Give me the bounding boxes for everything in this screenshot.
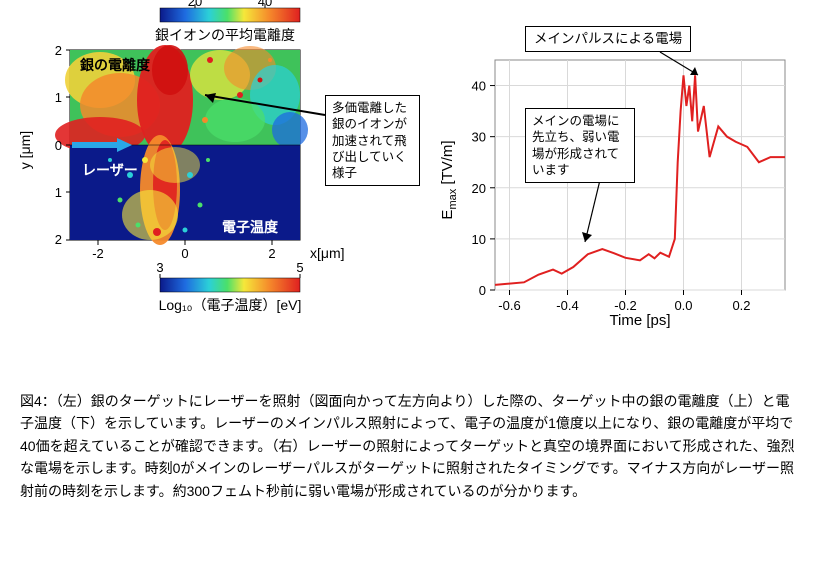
right-annotation-box: メインの電場に先立ち、弱い電場が形成されています — [525, 108, 635, 183]
svg-text:2: 2 — [55, 232, 62, 247]
svg-text:-0.2: -0.2 — [614, 298, 636, 313]
temperature-label: 電子温度 — [222, 219, 279, 235]
x-axis-label: Time [ps] — [609, 312, 670, 329]
figure-area: 20 40 銀イオンの平均電離度 — [0, 0, 821, 380]
left-heatmap-svg: 20 40 銀イオンの平均電離度 — [10, 0, 410, 380]
bottom-cbar-tick: 3 — [156, 260, 163, 275]
x-ticks: -2 0 2 — [92, 240, 275, 261]
left-annotation-box: 多価電離した銀のイオンが加速されて飛び出していく様子 — [325, 95, 420, 186]
svg-text:0.2: 0.2 — [732, 298, 750, 313]
svg-text:1: 1 — [55, 185, 62, 200]
svg-text:2: 2 — [55, 43, 62, 58]
svg-text:0: 0 — [181, 246, 188, 261]
laser-label: レーザー — [82, 162, 138, 178]
right-title-box: メインパルスによる電場 — [525, 26, 691, 52]
svg-text:-0.4: -0.4 — [556, 298, 578, 313]
svg-text:-2: -2 — [92, 246, 104, 261]
svg-text:0.0: 0.0 — [674, 298, 692, 313]
svg-text:0: 0 — [55, 138, 62, 153]
upper-heatmap-label: 銀の電離度 — [80, 57, 151, 73]
figure-caption: 図4：（左）銀のターゲットにレーザーを照射（図面向かって左方向より）した際の、タ… — [20, 390, 800, 502]
svg-text:2: 2 — [268, 246, 275, 261]
top-heatmap-title: 銀イオンの平均電離度 — [155, 27, 295, 43]
svg-text:30: 30 — [472, 130, 486, 145]
x-axis-label: x[μm] — [310, 245, 345, 261]
svg-text:0: 0 — [479, 283, 486, 298]
svg-text:20: 20 — [472, 181, 486, 196]
bottom-cbar-tick: 5 — [296, 260, 303, 275]
y-axis-label: Emax [TV/m] — [439, 140, 459, 219]
right-line-chart: 0 10 20 30 40 -0.6 -0.4 -0.2 0.0 0.2 Emax [TV/m]… — [430, 20, 810, 360]
svg-text:10: 10 — [472, 232, 486, 247]
svg-text:40: 40 — [472, 79, 486, 94]
top-colorbar — [160, 8, 300, 22]
right-chart-svg: 0 10 20 30 40 -0.6 -0.4 -0.2 0.0 0.2 Emax [TV/m]… — [430, 20, 810, 360]
left-heatmap-panel: 20 40 銀イオンの平均電離度 — [10, 0, 410, 380]
bottom-colorbar-label: Log₁₀（電子温度）[eV] — [159, 297, 302, 313]
y-axis-label: y [μm] — [17, 131, 33, 169]
svg-text:1: 1 — [55, 90, 62, 105]
bottom-colorbar — [160, 278, 300, 292]
svg-text:-0.6: -0.6 — [498, 298, 520, 313]
